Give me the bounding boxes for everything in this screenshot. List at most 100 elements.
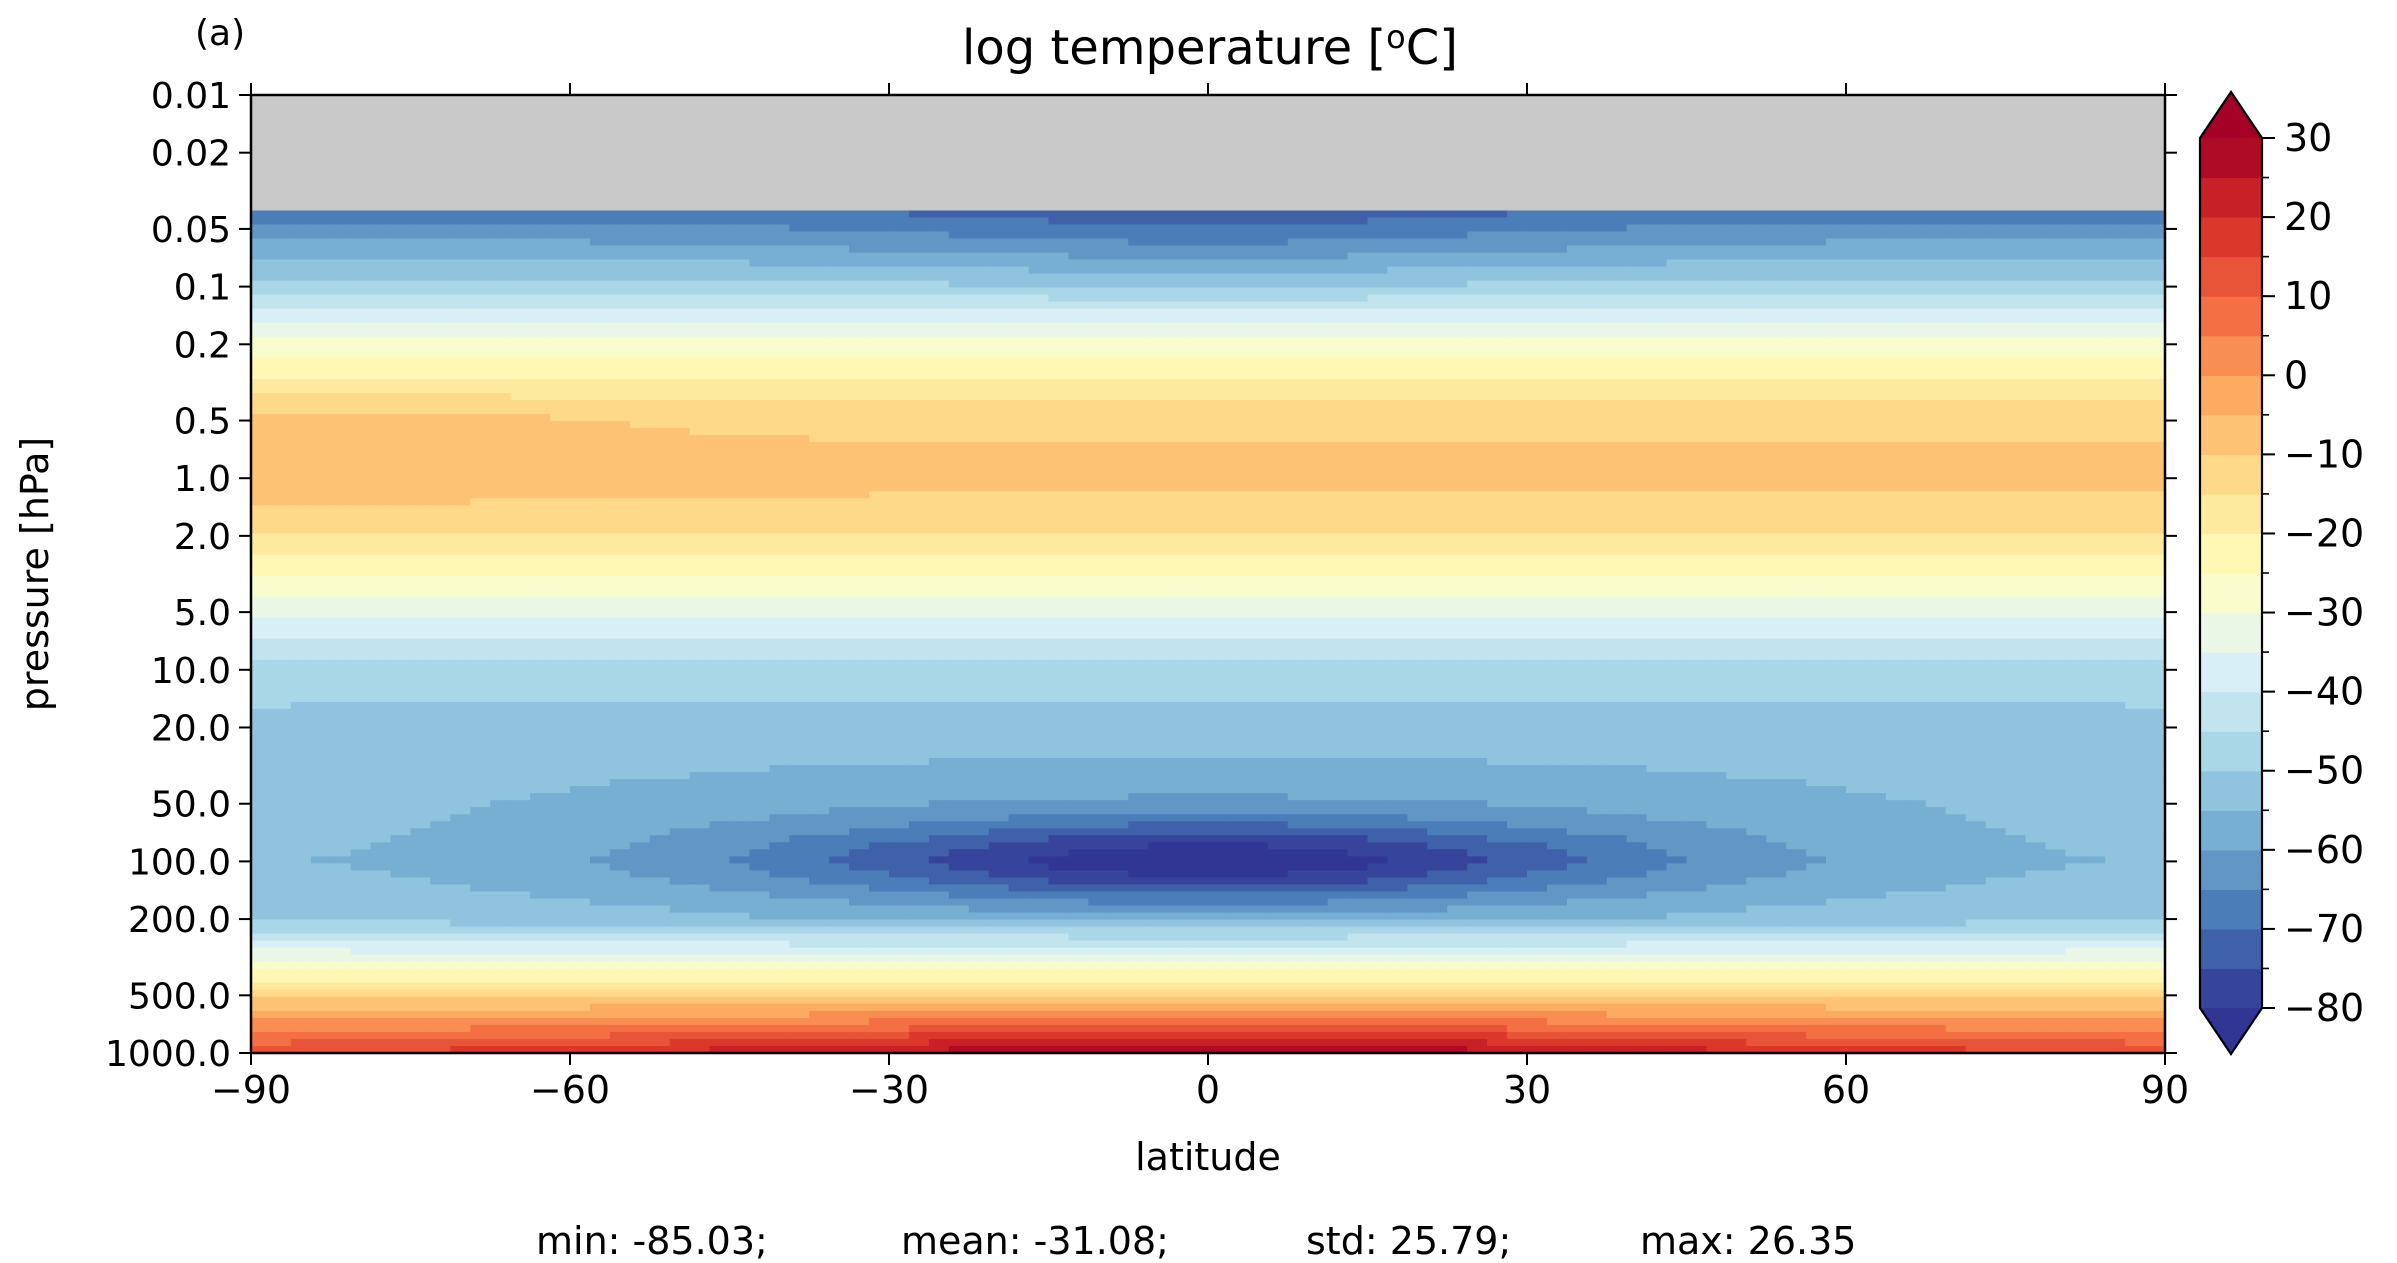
field-cell	[310, 224, 332, 233]
field-cell	[1427, 350, 1449, 359]
field-cell	[370, 217, 392, 226]
field-cell	[609, 217, 631, 226]
field-cell	[1068, 491, 1090, 500]
field-cell	[2065, 280, 2087, 289]
field-cell	[330, 315, 352, 324]
field-cell	[1267, 273, 1289, 282]
field-cell	[649, 533, 671, 542]
field-cell	[2005, 245, 2027, 254]
field-cell	[2045, 210, 2067, 219]
field-cell	[1208, 519, 1229, 528]
field-cell	[1168, 533, 1189, 542]
field-cell	[1726, 259, 1748, 268]
field-cell	[530, 519, 551, 528]
field-cell	[2105, 385, 2126, 394]
field-cell	[1367, 238, 1389, 247]
field-cell	[889, 428, 910, 436]
field-cell	[1666, 210, 1688, 219]
field-cell	[2145, 357, 2165, 366]
field-cell	[2145, 512, 2165, 521]
field-cell	[1706, 491, 1728, 500]
field-cell	[1606, 413, 1628, 422]
field-cell	[1247, 392, 1269, 401]
field-cell	[1786, 421, 1807, 429]
field-cell	[350, 392, 372, 401]
field-cell	[1267, 421, 1289, 429]
field-cell	[2065, 364, 2087, 373]
field-cell	[2025, 413, 2047, 422]
field-cell	[1646, 456, 1668, 464]
field-cell	[1865, 477, 1887, 486]
field-cell	[2145, 231, 2165, 240]
field-cell	[1905, 519, 1927, 528]
field-cell	[370, 385, 392, 394]
field-cell	[310, 456, 332, 464]
field-cell	[2125, 456, 2146, 464]
field-cell	[829, 484, 850, 493]
field-cell	[2045, 294, 2067, 303]
field-cell	[1686, 561, 1708, 570]
field-cell	[1208, 435, 1229, 443]
field-cell	[1048, 540, 1070, 549]
field-cell	[530, 547, 551, 556]
field-cell	[1367, 350, 1389, 359]
field-cell	[1188, 477, 1209, 486]
field-cell	[550, 294, 571, 303]
field-cell	[1606, 371, 1628, 380]
field-cell	[669, 435, 691, 443]
field-cell	[1387, 301, 1409, 310]
field-cell	[1905, 238, 1927, 247]
field-cell	[1148, 329, 1169, 338]
field-cell	[1227, 245, 1249, 254]
field-cell	[1088, 210, 1110, 219]
field-cell	[1925, 484, 1947, 493]
field-cell	[669, 231, 691, 240]
field-cell	[1307, 392, 1329, 401]
field-cell	[2005, 470, 2027, 478]
field-cell	[1566, 315, 1588, 324]
field-cell	[1546, 392, 1568, 401]
field-cell	[1766, 231, 1787, 240]
field-cell	[350, 287, 372, 296]
field-cell	[251, 336, 272, 345]
field-cell	[589, 266, 611, 275]
field-cell	[729, 399, 751, 408]
field-cell	[270, 568, 292, 577]
field-cell	[1427, 371, 1449, 380]
field-cell	[1188, 406, 1209, 415]
field-cell	[769, 287, 791, 296]
field-cell	[570, 540, 591, 549]
field-cell	[1925, 245, 1947, 254]
field-cell	[2085, 308, 2106, 317]
field-cell	[550, 477, 571, 486]
field-cell	[988, 519, 1010, 528]
field-cell	[1806, 442, 1827, 450]
field-cell	[550, 540, 571, 549]
field-cell	[1985, 540, 2007, 549]
field-cell	[310, 463, 332, 471]
field-cell	[2025, 280, 2047, 289]
field-cell	[1945, 561, 1967, 570]
field-cell	[1925, 294, 1947, 303]
field-cell	[1407, 392, 1429, 401]
field-cell	[1327, 463, 1349, 471]
field-cell	[310, 357, 332, 366]
field-cell	[1686, 336, 1708, 345]
field-cell	[1028, 238, 1050, 247]
field-cell	[430, 322, 452, 331]
field-cell	[1028, 371, 1050, 380]
field-cell	[1686, 470, 1708, 478]
field-cell	[609, 540, 631, 549]
field-cell	[1487, 406, 1508, 415]
field-cell	[1108, 280, 1130, 289]
field-cell	[1546, 470, 1568, 478]
field-cell	[1925, 456, 1947, 464]
field-cell	[709, 350, 731, 359]
field-cell	[2145, 273, 2165, 282]
field-cell	[1108, 470, 1130, 478]
field-cell	[1028, 343, 1050, 352]
field-cell	[1566, 477, 1588, 486]
field-cell	[589, 322, 611, 331]
field-cell	[450, 329, 472, 338]
field-cell	[609, 399, 631, 408]
